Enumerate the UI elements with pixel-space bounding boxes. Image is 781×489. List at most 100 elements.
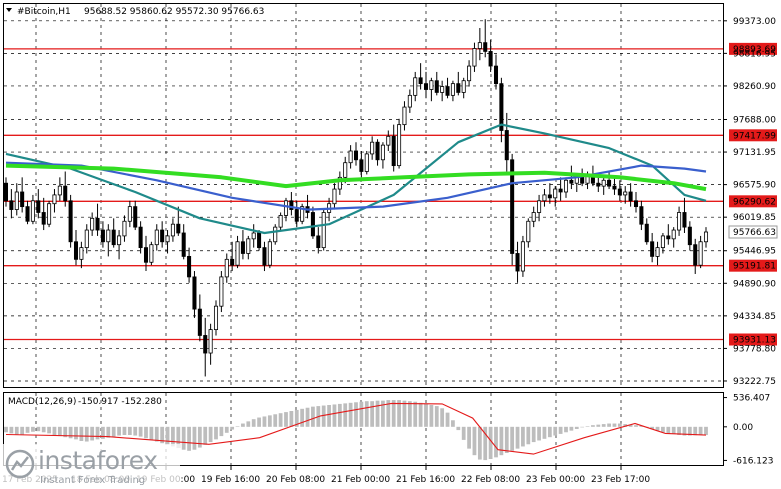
macd-histogram-bar: [391, 400, 396, 427]
macd-histogram-bar: [354, 402, 358, 427]
candle-body: [450, 83, 455, 96]
candle-body: [440, 86, 445, 93]
macd-histogram-bar: [57, 426, 62, 437]
level-price-tag: [729, 129, 777, 142]
candle-body: [397, 124, 402, 167]
macd-histogram-bar: [224, 426, 229, 433]
price-tick-label: 98260.90: [733, 82, 776, 92]
macd-histogram-bar: [596, 424, 601, 427]
candle-body: [343, 162, 348, 178]
candle-body: [278, 215, 283, 228]
macd-histogram-bar: [359, 401, 364, 427]
candle-body: [370, 141, 375, 155]
macd-header-values: -150.917 -152.280: [78, 397, 162, 407]
candle-body: [63, 185, 68, 202]
macd-histogram-bar: [90, 426, 95, 441]
candle-body: [251, 232, 256, 240]
macd-histogram-bar: [197, 426, 202, 448]
candle-body: [47, 203, 52, 225]
macd-histogram-bar: [591, 425, 595, 427]
candle-body: [677, 212, 682, 231]
candle-body: [520, 241, 525, 272]
level-price-label: 98893.69: [733, 45, 776, 55]
candle-body: [283, 200, 289, 216]
price-tick-label: 94334.85: [733, 312, 776, 322]
macd-histogram-bar: [510, 426, 515, 451]
candle-body: [569, 179, 574, 184]
candle-body: [316, 235, 321, 249]
macd-histogram-bar: [214, 426, 218, 440]
candle-body: [483, 42, 488, 52]
candle-body: [639, 206, 644, 225]
macd-histogram-bar: [122, 426, 127, 435]
price-tick-label: 99373.00: [733, 17, 776, 27]
macd-histogram-bar: [661, 426, 665, 433]
macd-histogram-bar: [704, 426, 708, 436]
macd-histogram-bar: [671, 426, 676, 434]
candlesticks: [3, 19, 709, 377]
macd-histogram-bar: [235, 426, 240, 427]
macd-histogram-bar: [348, 402, 353, 427]
candle-body: [617, 188, 622, 196]
candle-body: [628, 191, 633, 202]
candle-body: [20, 191, 25, 208]
candle-body: [364, 153, 369, 172]
macd-histogram-bar: [397, 400, 401, 427]
candle-body: [25, 206, 30, 222]
level-price-tag: [729, 259, 777, 272]
time-tick-label: 20 Feb 08:00: [266, 475, 325, 485]
candle-body: [3, 182, 9, 202]
instaforex-logo-icon: [5, 449, 35, 479]
macd-histogram-bar: [666, 426, 671, 434]
macd-histogram-bar: [682, 426, 687, 436]
level-price-label: 96290.62: [733, 197, 776, 207]
candle-body: [553, 188, 558, 199]
macd-histogram-bar: [9, 426, 14, 434]
candle-body: [138, 226, 143, 249]
macd-histogram-bar: [634, 425, 638, 427]
macd-histogram-bar: [343, 403, 348, 427]
candle-body: [515, 253, 520, 272]
candle-body: [95, 217, 100, 231]
candle-body: [337, 176, 342, 190]
candle-body: [391, 135, 396, 167]
macd-histogram-bar: [257, 417, 261, 427]
candle-body: [160, 229, 165, 243]
macd-histogram-bar: [36, 426, 41, 432]
macd-histogram-bar: [585, 426, 590, 427]
macd-histogram-bar: [515, 426, 520, 449]
macd-histogram-bar: [370, 401, 375, 427]
macd-histogram-bar: [149, 426, 154, 440]
collapse-triangle-icon[interactable]: [6, 8, 12, 12]
macd-histogram-bar: [445, 412, 450, 427]
macd-histogram-bar: [504, 426, 509, 453]
candle-body: [703, 231, 709, 243]
price-tick-label: 96019.85: [733, 213, 776, 223]
macd-signal-line: [5, 402, 707, 455]
macd-histogram-bar: [230, 426, 235, 430]
macd-histogram-bar: [181, 426, 186, 450]
price-tick-label: 93222.75: [733, 377, 776, 387]
macd-histogram-bar: [31, 426, 35, 432]
price-axis: 99373.00 98816.95 98260.90 97688.00 97131.95…: [723, 17, 776, 387]
candle-body: [122, 220, 127, 237]
candle-body: [633, 200, 639, 208]
macd-histogram-bar: [467, 426, 471, 449]
macd-histogram-bar: [241, 423, 245, 427]
horizontal-levels: 98893.69 97417.99 96290.62 95191.81 93931.13…: [4, 42, 778, 346]
candle-body: [262, 247, 267, 266]
level-price-label: 93931.13: [733, 335, 776, 345]
candle-body: [698, 241, 703, 266]
candle-body: [467, 65, 472, 82]
level-price-tag: [729, 195, 777, 208]
macd-histogram-bar: [192, 426, 197, 450]
price-tick-label: 97131.95: [733, 148, 776, 158]
candle-body: [380, 144, 385, 161]
macd-histogram-bar: [472, 426, 477, 456]
macd-histogram-bar: [526, 426, 531, 445]
macd-histogram-bar: [327, 405, 331, 427]
macd-histogram-bar: [117, 426, 121, 436]
moving-average-line: [5, 161, 707, 211]
macd-tick-label: 536.407: [733, 394, 770, 404]
